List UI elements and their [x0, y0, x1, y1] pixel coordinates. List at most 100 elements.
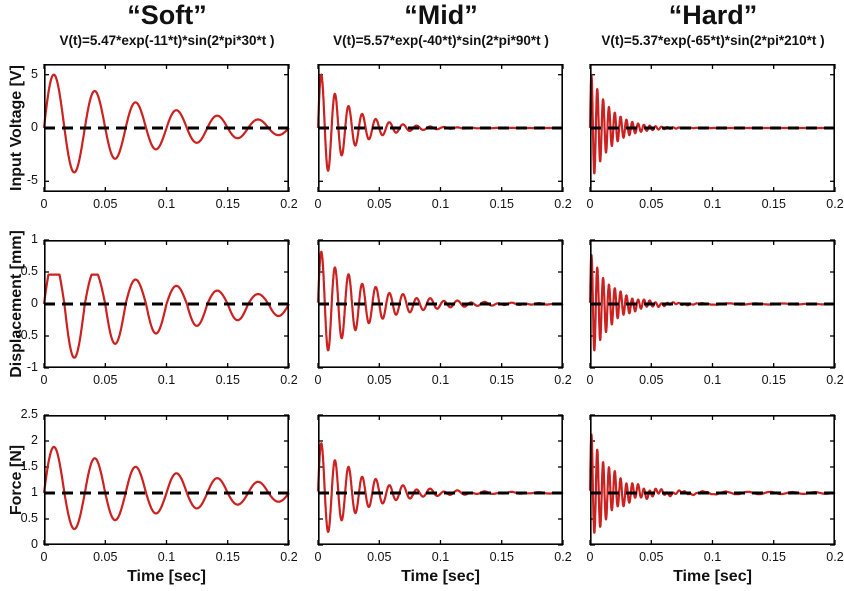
y-tick-label: 2.5 — [20, 407, 38, 421]
x-tick-label: 0.2 — [554, 197, 572, 211]
signal-curve — [42, 445, 290, 531]
x-tick-label: 0.15 — [215, 550, 240, 564]
x-tick-label: 0 — [314, 197, 322, 211]
x-tick-label: 0.05 — [93, 197, 118, 211]
x-tick-label: 0.2 — [554, 550, 572, 564]
x-tick-label: 0.2 — [826, 550, 844, 564]
axes-box — [44, 64, 289, 193]
signal-curve — [316, 250, 564, 352]
y-tick-label: 0.5 — [20, 511, 38, 525]
y-tick-label: -1 — [26, 360, 38, 374]
axes-svg — [588, 239, 836, 369]
x-tick-label: 0.05 — [367, 197, 392, 211]
plot-voltage-hard — [588, 64, 836, 193]
x-tick-label: 0.05 — [639, 550, 664, 564]
y-tick-label: 1.5 — [20, 459, 38, 473]
axes-svg — [588, 64, 836, 193]
x-tick-label: 0.2 — [554, 373, 572, 387]
x-tick-label: 0.15 — [489, 550, 514, 564]
column-formula-soft: V(t)=5.47*exp(-11*t)*sin(2*pi*30*t ) — [59, 33, 275, 48]
signal-curve — [42, 73, 290, 174]
axes-box — [44, 415, 289, 545]
x-tick-label: 0.2 — [280, 373, 298, 387]
x-tick-label: 0.1 — [703, 373, 722, 387]
axes-box — [590, 64, 835, 193]
axes-box — [318, 64, 563, 193]
x-tick-label: 0 — [586, 197, 594, 211]
x-tick-label: 0.1 — [157, 550, 176, 564]
x-tick-label: 0 — [40, 197, 48, 211]
x-tick-label: 0.1 — [703, 197, 722, 211]
axes-box — [590, 240, 835, 369]
column-header-hard: “Hard” V(t)=5.37*exp(-65*t)*sin(2*pi*210… — [573, 0, 844, 48]
axes-box — [44, 240, 289, 369]
column-formula-mid: V(t)=5.57*exp(-40*t)*sin(2*pi*90*t ) — [333, 33, 549, 48]
plot-force-mid — [316, 414, 564, 546]
x-tick-label: 0.15 — [489, 197, 514, 211]
axes-svg — [42, 414, 290, 546]
axes-svg — [316, 414, 564, 546]
x-tick-label: 0.2 — [280, 550, 298, 564]
column-title-soft: “Soft” — [127, 0, 207, 30]
signal-curve — [316, 442, 564, 533]
x-tick-label: 0.05 — [367, 373, 392, 387]
column-title-mid: “Mid” — [404, 0, 478, 30]
axes-box — [318, 415, 563, 545]
plot-displacement-mid — [316, 239, 564, 369]
x-tick-label: 0.1 — [431, 373, 450, 387]
signal-curve — [588, 73, 836, 175]
signal-curve — [42, 273, 290, 359]
plot-voltage-soft — [42, 64, 290, 193]
axes-svg — [42, 64, 290, 193]
x-tick-label: 0.1 — [431, 550, 450, 564]
y-tick-label: 0.5 — [20, 264, 38, 278]
x-tick-label: 0.2 — [826, 197, 844, 211]
x-axis-label-hard: Time [sec] — [673, 568, 752, 585]
x-tick-label: 0 — [586, 550, 594, 564]
x-tick-label: 0.15 — [215, 197, 240, 211]
axes-svg — [588, 414, 836, 546]
y-tick-label: 2 — [31, 433, 38, 447]
x-tick-label: 0.1 — [157, 197, 176, 211]
plot-force-hard — [588, 414, 836, 546]
x-tick-label: 0.1 — [157, 373, 176, 387]
plot-voltage-mid — [316, 64, 564, 193]
y-tick-label: -5 — [26, 173, 38, 188]
y-tick-label: -0.5 — [16, 328, 38, 342]
axes-svg — [316, 64, 564, 193]
x-tick-label: 0.15 — [761, 197, 786, 211]
x-tick-label: 0.05 — [93, 550, 118, 564]
x-tick-label: 0 — [40, 550, 48, 564]
axes-svg — [42, 239, 290, 369]
x-tick-label: 0.1 — [703, 550, 722, 564]
y-tick-label: 5 — [31, 66, 38, 81]
x-axis-label-soft: Time [sec] — [127, 568, 206, 585]
y-tick-label: 1 — [31, 232, 38, 246]
x-tick-label: 0.05 — [639, 373, 664, 387]
x-tick-label: 0.2 — [826, 373, 844, 387]
x-tick-label: 0 — [314, 373, 322, 387]
axes-svg — [316, 239, 564, 369]
x-tick-label: 0.2 — [280, 197, 298, 211]
x-tick-label: 0.15 — [761, 550, 786, 564]
column-header-soft: “Soft” V(t)=5.47*exp(-11*t)*sin(2*pi*30*… — [27, 0, 307, 48]
x-tick-label: 0.05 — [367, 550, 392, 564]
y-tick-label: 0 — [31, 120, 38, 134]
signal-curve — [588, 433, 836, 534]
x-tick-label: 0.15 — [215, 373, 240, 387]
y-tick-label: 0 — [31, 537, 38, 551]
y-tick-label: 1 — [31, 485, 38, 499]
x-tick-label: 0 — [586, 373, 594, 387]
column-title-hard: “Hard” — [668, 0, 758, 30]
y-tick-label: 0 — [31, 296, 38, 310]
x-tick-label: 0.05 — [93, 373, 118, 387]
plot-force-soft — [42, 414, 290, 546]
x-tick-label: 0.05 — [639, 197, 664, 211]
x-tick-label: 0 — [314, 550, 322, 564]
signal-curve — [316, 73, 564, 172]
x-tick-label: 0.1 — [431, 197, 450, 211]
axes-box — [590, 415, 835, 545]
column-formula-hard: V(t)=5.37*exp(-65*t)*sin(2*pi*210*t ) — [601, 33, 825, 48]
plot-displacement-soft — [42, 239, 290, 369]
